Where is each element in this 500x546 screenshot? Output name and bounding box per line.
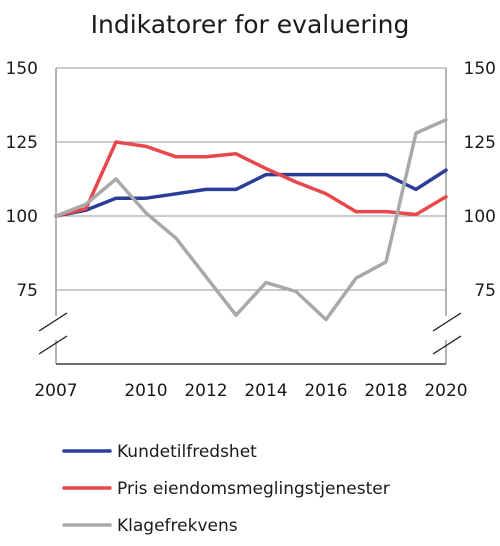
x-tick-label: 2007 (34, 381, 77, 401)
series-line-3 (54, 118, 448, 322)
x-tick-label: 2020 (424, 381, 467, 401)
y-tick-label-left: 100 (6, 207, 38, 227)
y-ticks-left: 150 125 100 75 (6, 59, 38, 301)
y-ticks-right: 150 125 100 75 (464, 59, 496, 301)
x-tick-label: 2012 (184, 381, 227, 401)
series-line-2 (54, 140, 448, 218)
chart-title: Indikatorer for evaluering (91, 10, 410, 39)
legend: Kundetilfredshet Pris eiendomsmeglingstje… (62, 442, 390, 536)
x-tick-label: 2016 (304, 381, 347, 401)
right-axis-break-mark (432, 312, 462, 332)
left-axis-break-mark (38, 312, 68, 332)
x-tick-label: 2010 (124, 381, 167, 401)
y-tick-label-right: 75 (474, 281, 496, 301)
y-tick-label-left: 125 (6, 133, 38, 153)
y-tick-label-left: 75 (16, 281, 38, 301)
legend-label: Kundetilfredshet (117, 442, 257, 462)
legend-label: Klagefrekvens (117, 516, 238, 536)
left-axis-break-mark (38, 335, 68, 355)
series-lines (54, 118, 448, 322)
right-axis-break-mark (432, 335, 462, 355)
x-tick-label: 2018 (364, 381, 407, 401)
x-ticks: 2007 2010 2012 2014 2016 2018 2020 (34, 381, 467, 401)
y-tick-label-right: 125 (464, 133, 496, 153)
legend-label: Pris eiendomsmeglingstjenester (117, 479, 390, 499)
series-line-1 (54, 168, 448, 218)
y-tick-label-right: 100 (464, 207, 496, 227)
x-tick-label: 2014 (244, 381, 287, 401)
y-tick-label-right: 150 (464, 59, 496, 79)
y-tick-label-left: 150 (6, 59, 38, 79)
